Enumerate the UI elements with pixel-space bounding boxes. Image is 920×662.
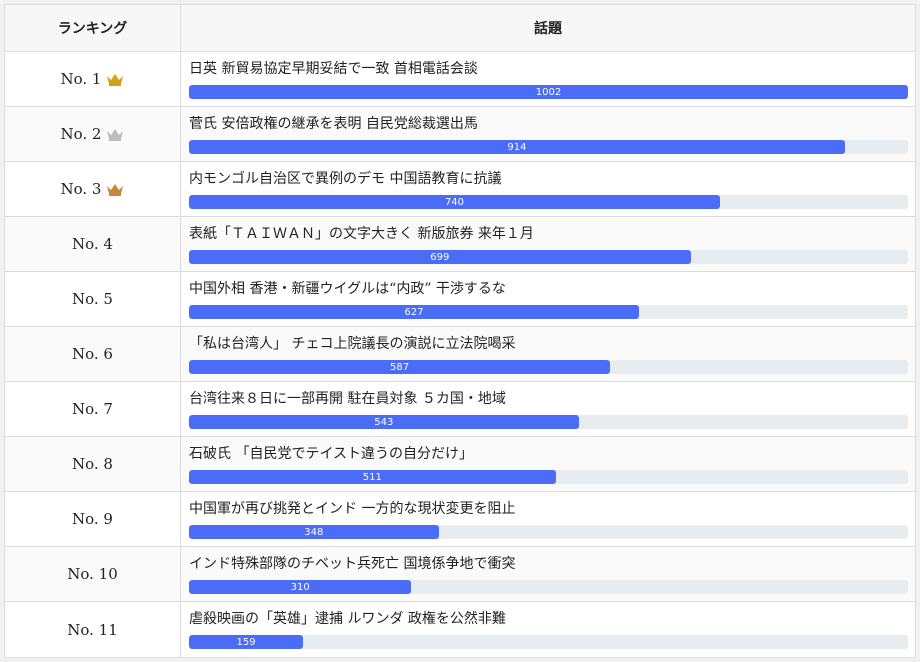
table-row[interactable]: No. 3 内モンゴル自治区で異例のデモ 中国語教育に抗議 740 [5,162,915,217]
rank-cell: No. 9 [5,492,181,546]
topic-cell: 石破氏 「自民党でテイスト違うの自分だけ」 511 [181,437,916,491]
rank-number: No. 5 [72,290,113,308]
progress-bar-fill: 310 [189,580,412,594]
rank-number: No. 9 [72,510,113,528]
topic-title[interactable]: 中国外相 香港・新疆ウイグルは“内政” 干渉するな [189,281,506,297]
progress-bar-fill: 159 [189,635,304,649]
rank-cell: No. 1 [5,52,181,106]
topic-title[interactable]: 菅氏 安倍政権の継承を表明 自民党総裁選出馬 [189,116,478,132]
rank-cell: No. 5 [5,272,181,326]
table-row[interactable]: No. 5 中国外相 香港・新疆ウイグルは“内政” 干渉するな 627 [5,272,915,327]
progress-bar-track: 543 [189,415,908,429]
topic-title[interactable]: 内モンゴル自治区で異例のデモ 中国語教育に抗議 [189,171,502,187]
rank-number: No. 2 [60,125,102,143]
topic-cell: 中国軍が再び挑発とインド 一方的な現状変更を阻止 348 [181,492,916,546]
progress-bar-track: 348 [189,525,908,539]
rank-cell: No. 8 [5,437,181,491]
rank-number: No. 3 [60,180,102,198]
topic-title[interactable]: 虐殺映画の「英雄」逮捕 ルワンダ 政権を公然非難 [189,611,506,627]
topic-title[interactable]: 中国軍が再び挑発とインド 一方的な現状変更を阻止 [189,501,516,517]
rank-column-header: ランキング [5,5,181,51]
progress-bar-fill: 914 [189,140,845,154]
table-row[interactable]: No. 4 表紙「ＴＡＩＷＡＮ」の文字大きく 新版旅券 来年１月 699 [5,217,915,272]
progress-bar-track: 511 [189,470,908,484]
table-row[interactable]: No. 6 「私は台湾人」 チェコ上院議長の演説に立法院喝采 587 [5,327,915,382]
rank-number: No. 1 [60,70,102,88]
bronze-crown-icon [106,182,124,196]
topic-cell: 表紙「ＴＡＩＷＡＮ」の文字大きく 新版旅券 来年１月 699 [181,217,916,271]
table-row[interactable]: No. 11 虐殺映画の「英雄」逮捕 ルワンダ 政権を公然非難 159 [5,602,915,657]
progress-bar-track: 627 [189,305,908,319]
progress-bar-fill: 511 [189,470,556,484]
topic-title[interactable]: 日英 新貿易協定早期妥結で一致 首相電話会談 [189,61,478,77]
topic-cell: 日英 新貿易協定早期妥結で一致 首相電話会談 1002 [181,52,916,106]
rank-cell: No. 3 [5,162,181,216]
rank-cell: No. 10 [5,547,181,601]
rank-number: No. 11 [67,620,118,639]
progress-bar-track: 699 [189,250,908,264]
progress-bar-track: 914 [189,140,908,154]
table-row[interactable]: No. 8 石破氏 「自民党でテイスト違うの自分だけ」 511 [5,437,915,492]
rank-number: No. 4 [72,235,113,253]
progress-bar-track: 1002 [189,85,908,99]
ranking-table: ランキング 話題 No. 1 日英 新貿易協定早期妥結で一致 首相電話会談 1002… [4,4,916,658]
topic-cell: 菅氏 安倍政権の継承を表明 自民党総裁選出馬 914 [181,107,916,161]
topic-title[interactable]: 「私は台湾人」 チェコ上院議長の演説に立法院喝采 [189,336,516,352]
topic-column-header: 話題 [534,21,562,37]
table-row[interactable]: No. 7 台湾往来８日に一部再開 駐在員対象 ５カ国・地域 543 [5,382,915,437]
progress-bar-fill: 587 [189,360,611,374]
rank-cell: No. 6 [5,327,181,381]
topic-title[interactable]: インド特殊部隊のチベット兵死亡 国境係争地で衝突 [189,556,516,572]
topic-cell: 内モンゴル自治区で異例のデモ 中国語教育に抗議 740 [181,162,916,216]
rank-number: No. 7 [72,400,113,418]
progress-bar-track: 310 [189,580,908,594]
progress-bar-fill: 627 [189,305,639,319]
progress-bar-fill: 699 [189,250,691,264]
rank-cell: No. 2 [5,107,181,161]
topic-cell: インド特殊部隊のチベット兵死亡 国境係争地で衝突 310 [181,547,916,601]
rank-number: No. 6 [72,345,113,363]
topic-cell: 「私は台湾人」 チェコ上院議長の演説に立法院喝采 587 [181,327,916,381]
topic-cell: 中国外相 香港・新疆ウイグルは“内政” 干渉するな 627 [181,272,916,326]
table-row[interactable]: No. 2 菅氏 安倍政権の継承を表明 自民党総裁選出馬 914 [5,107,915,162]
rank-cell: No. 4 [5,217,181,271]
table-header: ランキング 話題 [5,5,915,52]
progress-bar-fill: 1002 [189,85,908,99]
table-row[interactable]: No. 1 日英 新貿易協定早期妥結で一致 首相電話会談 1002 [5,52,915,107]
progress-bar-fill: 740 [189,195,720,209]
topic-title[interactable]: 石破氏 「自民党でテイスト違うの自分だけ」 [189,446,474,462]
progress-bar-track: 740 [189,195,908,209]
table-row[interactable]: No. 10 インド特殊部隊のチベット兵死亡 国境係争地で衝突 310 [5,547,915,602]
gold-crown-icon [106,72,124,86]
progress-bar-track: 159 [189,635,908,649]
progress-bar-track: 587 [189,360,908,374]
topic-cell: 虐殺映画の「英雄」逮捕 ルワンダ 政権を公然非難 159 [181,602,916,657]
progress-bar-fill: 348 [189,525,439,539]
rank-number: No. 10 [67,565,118,583]
rank-number: No. 8 [72,455,113,473]
rank-cell: No. 11 [5,602,181,657]
silver-crown-icon [106,127,124,141]
rank-cell: No. 7 [5,382,181,436]
topic-cell: 台湾往来８日に一部再開 駐在員対象 ５カ国・地域 543 [181,382,916,436]
topic-title[interactable]: 台湾往来８日に一部再開 駐在員対象 ５カ国・地域 [189,391,506,407]
topic-title[interactable]: 表紙「ＴＡＩＷＡＮ」の文字大きく 新版旅券 来年１月 [189,226,534,242]
progress-bar-fill: 543 [189,415,579,429]
table-row[interactable]: No. 9 中国軍が再び挑発とインド 一方的な現状変更を阻止 348 [5,492,915,547]
